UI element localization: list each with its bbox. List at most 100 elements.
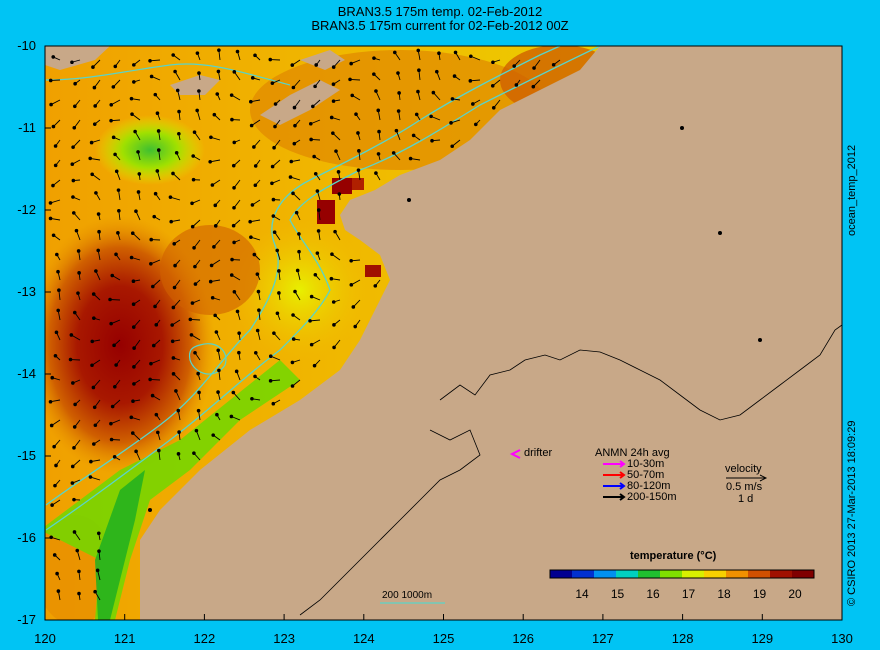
current-vector-head xyxy=(148,377,152,382)
current-vector-head xyxy=(314,63,319,67)
current-vector-head xyxy=(131,302,136,307)
current-vector-head xyxy=(469,54,473,59)
current-vector-head xyxy=(197,390,201,395)
current-vector-head xyxy=(96,248,101,253)
current-vector-head xyxy=(130,431,135,435)
current-vector-head xyxy=(249,235,253,239)
colorbar-segment xyxy=(572,570,595,578)
colorbar-tick-label: 16 xyxy=(646,587,660,601)
current-vector-head xyxy=(291,191,295,196)
current-vector-head xyxy=(209,263,214,268)
current-vector-head xyxy=(75,548,80,553)
current-vector-head xyxy=(430,138,434,143)
current-vector-head xyxy=(290,384,295,388)
current-vector-head xyxy=(154,323,159,327)
current-vector-head xyxy=(188,317,193,322)
current-vector-head xyxy=(491,60,495,65)
current-vector-head xyxy=(255,328,260,333)
warm-lobe xyxy=(160,225,260,315)
current-vector-head xyxy=(97,549,101,553)
current-vector-head xyxy=(253,164,258,168)
y-tick-label: -13 xyxy=(17,284,36,299)
current-vector-head xyxy=(77,569,81,574)
current-vector-head xyxy=(70,481,75,485)
current-vector-head xyxy=(148,58,152,63)
current-vector-head xyxy=(353,324,358,329)
current-vector-head xyxy=(156,148,161,152)
current-vector-head xyxy=(417,68,421,72)
current-vector-head xyxy=(235,309,240,314)
product-label: ocean_temp_2012 xyxy=(846,144,858,236)
colorbar-segment xyxy=(616,570,639,578)
current-vector-head xyxy=(357,149,361,153)
current-vector-head xyxy=(350,93,355,98)
colorbar-title: temperature (°C) xyxy=(630,550,717,562)
current-vector-head xyxy=(331,131,335,135)
current-vector-head xyxy=(252,145,256,149)
current-vector-head xyxy=(54,330,59,335)
colorbar-segment xyxy=(660,570,683,578)
x-tick-label: 121 xyxy=(113,631,136,646)
current-vector-head xyxy=(114,363,118,367)
current-vector-head xyxy=(77,591,81,596)
current-vector-head xyxy=(452,74,457,78)
current-vector-head xyxy=(133,129,137,134)
current-vector-head xyxy=(108,297,112,302)
current-vector-head xyxy=(94,191,98,195)
current-vector-head xyxy=(192,130,197,134)
velocity-title: velocity xyxy=(725,463,762,475)
current-vector-head xyxy=(391,151,396,155)
current-vector-head xyxy=(54,463,58,468)
current-vector-head xyxy=(291,85,296,90)
current-vector-head xyxy=(249,123,254,128)
current-vector-head xyxy=(450,97,455,101)
current-vector-head xyxy=(297,232,301,236)
current-vector-head xyxy=(48,78,53,83)
current-vector-head xyxy=(351,305,356,309)
current-vector-head xyxy=(130,231,135,236)
current-vector-head xyxy=(194,428,199,433)
current-vector-head xyxy=(90,339,95,344)
current-vector-head xyxy=(91,65,95,69)
current-vector-head xyxy=(334,149,338,153)
current-vector-head xyxy=(153,92,158,97)
current-vector-head xyxy=(196,371,200,376)
current-vector-head xyxy=(129,415,134,420)
current-vector-head xyxy=(109,437,114,442)
current-vector-head xyxy=(250,396,254,401)
current-vector-head xyxy=(192,245,196,250)
current-vector-head xyxy=(271,197,276,202)
current-vector-head xyxy=(232,289,237,294)
current-vector-head xyxy=(253,53,257,58)
y-tick-label: -15 xyxy=(17,448,36,463)
current-vector-head xyxy=(110,404,115,409)
current-vector-head xyxy=(348,77,352,82)
current-vector-head xyxy=(349,283,354,287)
current-vector-head xyxy=(292,141,297,146)
current-vector-head xyxy=(229,414,234,419)
current-vector-head xyxy=(72,310,77,315)
current-vector-head xyxy=(190,301,195,305)
current-vector-head xyxy=(290,63,295,67)
current-vector-head xyxy=(290,360,295,365)
colorbar-tick-label: 19 xyxy=(753,587,767,601)
current-vector-head xyxy=(151,284,155,289)
current-vector-head xyxy=(193,264,197,269)
current-vector-head xyxy=(197,89,201,93)
current-vector-head xyxy=(532,66,536,70)
colorbar-segment xyxy=(682,570,705,578)
current-vector-head xyxy=(109,118,113,123)
current-vector-head xyxy=(311,104,315,109)
current-vector-head xyxy=(316,208,321,212)
current-vector-head xyxy=(288,175,293,179)
current-vector-head xyxy=(491,106,496,110)
current-vector-head xyxy=(48,201,53,205)
current-vector-head xyxy=(172,241,177,246)
current-vector-head xyxy=(57,288,61,293)
current-vector-head xyxy=(277,291,281,295)
current-vector-head xyxy=(376,152,381,156)
current-vector-head xyxy=(217,48,221,52)
current-vector-head xyxy=(255,272,260,276)
current-vector-head xyxy=(291,313,295,317)
